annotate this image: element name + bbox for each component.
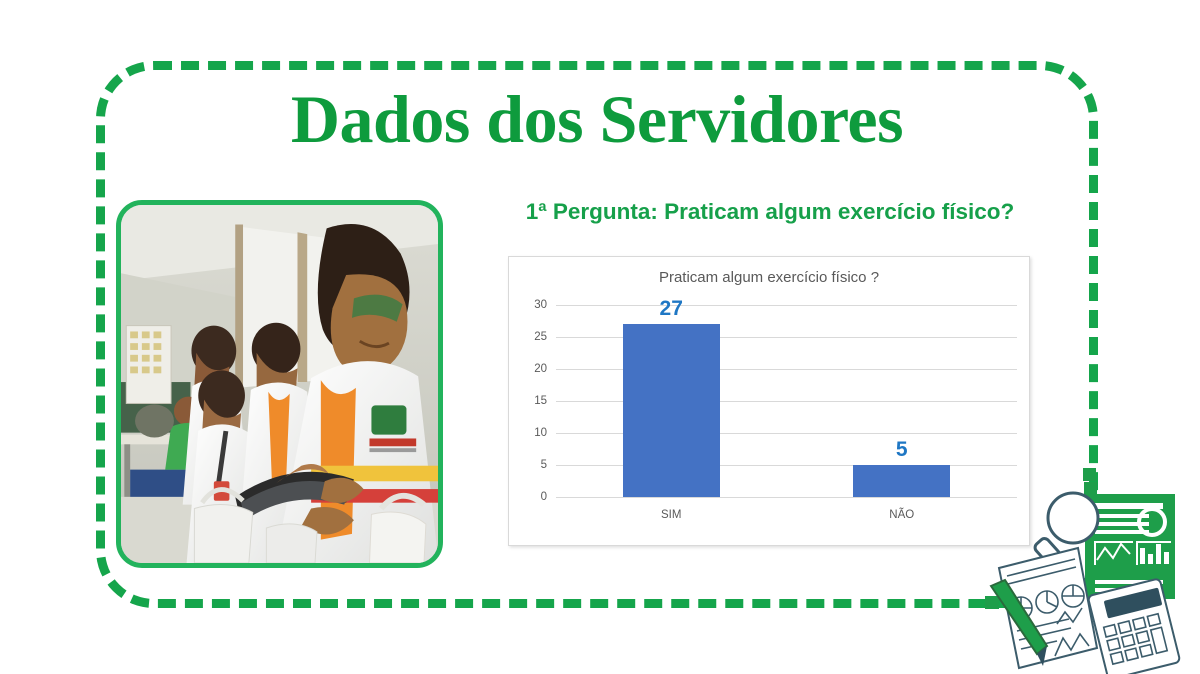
chart-y-axis-tick: 0 <box>540 491 547 503</box>
chart-bar-sim: 27 SIM <box>622 297 720 521</box>
chart-y-axis-tick: 25 <box>534 331 547 343</box>
chart-gridline: 0 <box>541 491 1017 503</box>
chart-title: Praticam algum exercício físico ? <box>658 269 880 286</box>
chart-y-axis-tick: 10 <box>534 427 547 439</box>
chart-gridline: 20 <box>534 363 1017 375</box>
chart-x-axis-tick: NÃO <box>889 509 915 521</box>
chart-plot-area: 0 5 10 15 20 25 30 27 SIM 5 NÃO <box>534 297 1017 521</box>
chart-gridline: 10 <box>534 427 1017 439</box>
chart-y-axis-tick: 20 <box>534 363 547 375</box>
chart-y-axis-tick: 5 <box>540 459 547 471</box>
question-subtitle: 1ª Pergunta: Praticam algum exercício fí… <box>525 199 1015 224</box>
bar-chart-panel: Praticam algum exercício físico ? 0 5 10 15… <box>508 256 1030 546</box>
classroom-photo <box>116 200 443 568</box>
page-title: Dados dos Servidores <box>290 81 904 157</box>
chart-bar-não: 5 NÃO <box>853 438 951 521</box>
chart-y-axis-tick: 30 <box>534 299 547 311</box>
chart-bar-value-label: 27 <box>659 297 683 321</box>
chart-bar-value-label: 5 <box>895 438 908 461</box>
chart-gridline: 30 <box>534 299 1017 311</box>
chart-x-axis-tick: SIM <box>661 509 682 521</box>
chart-gridline: 15 <box>534 395 1017 407</box>
chart-gridline: 5 <box>541 459 1017 471</box>
data-analysis-clipart <box>985 468 1200 674</box>
chart-y-axis-tick: 15 <box>534 395 547 407</box>
classroom-photo-image <box>121 205 438 563</box>
chart-gridline: 25 <box>534 331 1017 343</box>
